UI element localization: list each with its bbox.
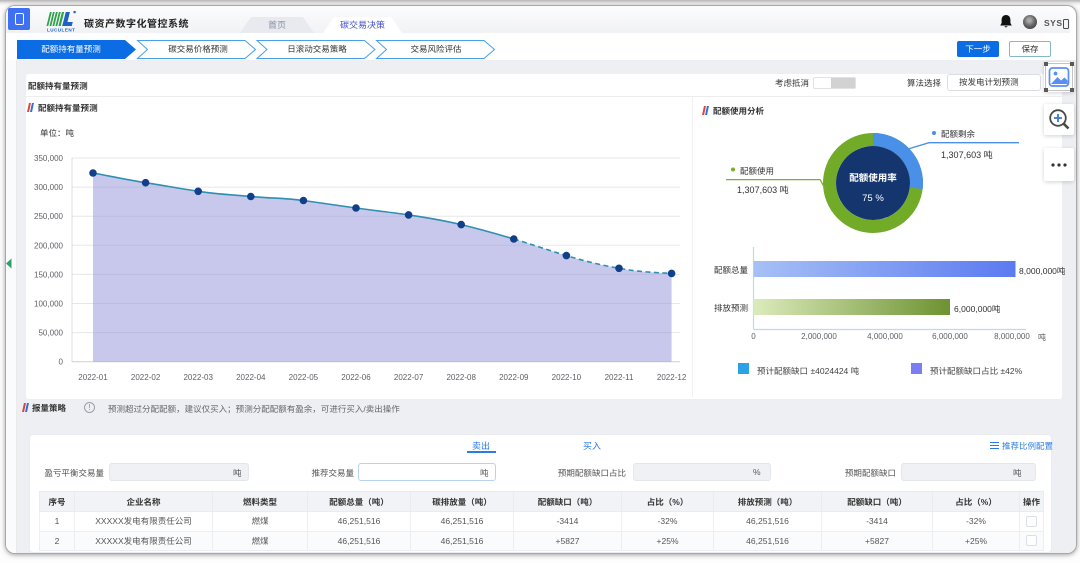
svg-text:2022-12: 2022-12: [657, 373, 687, 382]
svg-text:350,000: 350,000: [34, 154, 64, 163]
svg-text:2022-04: 2022-04: [236, 373, 266, 382]
svg-text:2,000,000: 2,000,000: [801, 332, 837, 341]
svg-text:2022-03: 2022-03: [183, 373, 213, 382]
svg-text:2022-02: 2022-02: [131, 373, 161, 382]
svg-text:2022-01: 2022-01: [78, 373, 108, 382]
svg-text:200,000: 200,000: [34, 241, 64, 250]
svg-text:0: 0: [59, 358, 64, 367]
svg-text:300,000: 300,000: [34, 183, 64, 192]
svg-text:2022-09: 2022-09: [499, 373, 529, 382]
svg-text:2022-06: 2022-06: [341, 373, 371, 382]
svg-text:2022-08: 2022-08: [446, 373, 476, 382]
svg-text:4,000,000: 4,000,000: [867, 332, 903, 341]
svg-text:8,000,000: 8,000,000: [994, 332, 1030, 341]
svg-text:250,000: 250,000: [34, 212, 64, 221]
svg-text:2022-11: 2022-11: [605, 373, 634, 382]
svg-text:2022-05: 2022-05: [289, 373, 319, 382]
svg-text:50,000: 50,000: [38, 329, 63, 338]
svg-text:LUCULENT: LUCULENT: [47, 28, 75, 33]
svg-text:2022-10: 2022-10: [552, 373, 582, 382]
svg-text:0: 0: [751, 332, 756, 341]
svg-text:100,000: 100,000: [34, 300, 64, 309]
svg-text:6,000,000: 6,000,000: [932, 332, 968, 341]
svg-text:2022-07: 2022-07: [394, 373, 424, 382]
svg-text:150,000: 150,000: [34, 270, 64, 279]
